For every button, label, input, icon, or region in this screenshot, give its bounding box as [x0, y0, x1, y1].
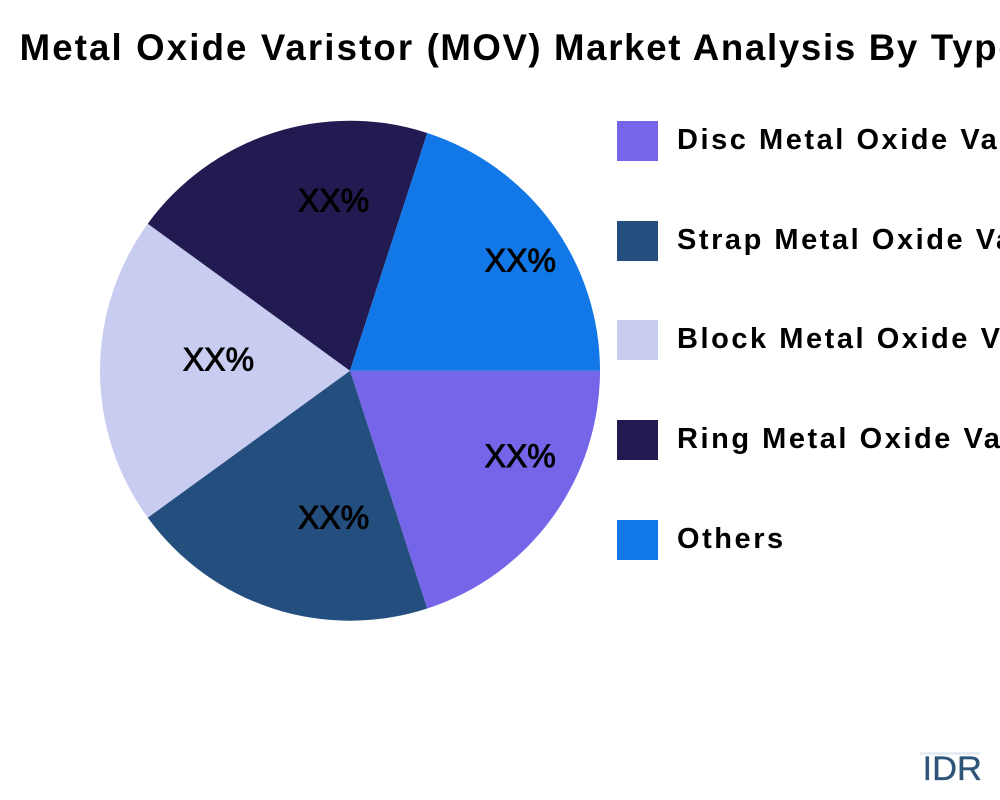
svg-text:XX%: XX% — [485, 243, 556, 279]
svg-text:XX%: XX% — [485, 438, 556, 474]
svg-text:XX%: XX% — [183, 341, 254, 377]
svg-text:XX%: XX% — [298, 499, 369, 535]
svg-text:XX%: XX% — [298, 182, 369, 218]
